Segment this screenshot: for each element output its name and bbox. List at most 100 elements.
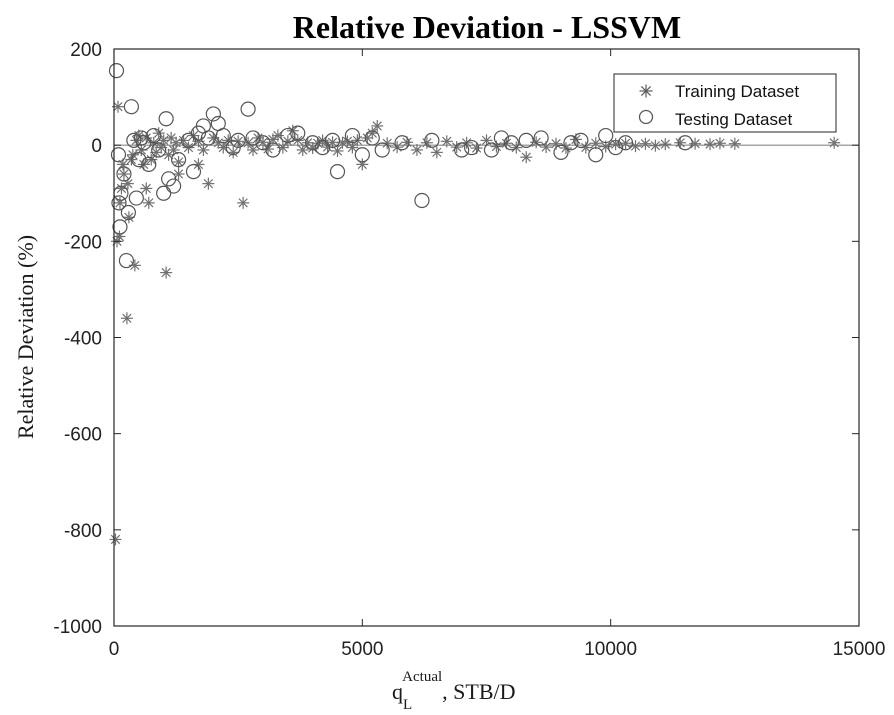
testing-point [180,132,197,148]
testing-point [464,139,480,156]
testing-point [126,132,142,148]
testing-point [240,101,256,117]
training-point [232,135,245,148]
training-point [674,136,687,149]
testing-point [120,204,137,221]
training-point [126,148,139,161]
legend: Training Dataset Testing Dataset [613,73,837,133]
testing-point [200,130,216,146]
testing-point [324,132,341,148]
training-point [689,137,702,150]
testing-point [128,190,144,206]
training-point [346,141,359,154]
y-tick-label: 0 [91,136,102,157]
testing-point [146,127,162,144]
training-point [296,143,309,156]
y-tick-label: -1000 [53,617,102,638]
x-axis-label-suffix: , STB/D [442,679,515,704]
legend-training-marker [639,84,653,98]
testing-point [493,130,509,146]
x-tick-label: 10000 [584,639,637,660]
training-point [639,137,652,150]
testing-point [280,127,296,144]
training-point [420,136,433,149]
testing-point [110,147,127,163]
x-tick-label: 0 [109,639,120,660]
legend-training-asterisk [639,84,653,98]
x-axis-label-superscript: Actual [402,669,442,685]
training-point [202,177,215,190]
testing-point [364,130,380,146]
testing-point [518,132,534,148]
ticks-layer: 0 5000 10000 15000 200 0 -200 -400 -600 -800 -1000 [53,40,885,660]
x-axis-label-base: q [392,679,403,704]
testing-point [290,125,306,141]
testing-point [563,135,579,151]
y-tick-label: -800 [64,521,102,542]
training-point [520,151,533,164]
testing-point [170,151,187,168]
y-tick-label: -200 [64,232,102,253]
training-point [331,144,344,157]
testing-point [116,166,132,182]
training-point [117,168,130,181]
testing-point [108,63,125,79]
testing-point [424,132,440,148]
testing-point [598,127,614,144]
testing-point [166,178,182,194]
testing-point [617,135,634,151]
testing-point [131,151,147,168]
training-point [410,143,423,156]
training-point [145,153,158,166]
testing-point [136,135,152,151]
testing-point [573,132,589,148]
training-point [172,155,185,168]
training-point [271,129,284,142]
testing-point [354,147,370,163]
training-point [227,146,240,159]
testing-point [483,142,500,158]
training-point [366,127,379,140]
training-point [728,137,741,150]
training-point [192,158,205,171]
testing-point [394,135,410,151]
points-layer [108,63,841,546]
y-tick-label: -600 [64,425,102,446]
x-axis-label-subscript: L [403,697,412,713]
training-point [111,100,124,113]
training-point [450,141,463,154]
testing-point [158,111,174,127]
testing-point [185,164,202,180]
training-point [649,139,662,152]
testing-point [118,252,135,269]
training-point [341,135,354,148]
training-point [170,136,183,149]
testing-point [123,99,139,115]
training-point [113,196,126,209]
legend-training-label: Training Dataset [675,82,799,101]
y-tick-label: -400 [64,329,102,350]
testing-point [156,185,172,201]
training-point [165,131,178,144]
testing-point [112,219,128,235]
testing-point [141,156,157,172]
testing-point [454,142,470,158]
legend-box [613,73,837,133]
training-point [142,196,155,209]
testing-point [245,130,261,146]
training-point [237,196,250,209]
testing-point [205,106,221,122]
testing-point [344,127,360,144]
y-tick-label: 200 [70,40,102,61]
testing-point [414,192,430,209]
testing-point [255,135,271,151]
testing-point [315,139,331,156]
legend-testing-marker [638,109,654,125]
x-axis-label: qL Actual, STB/D [392,669,516,713]
training-point [828,136,841,149]
testing-point [111,195,127,211]
training-point [197,143,210,156]
testing-point [533,130,549,146]
training-point [550,137,563,150]
